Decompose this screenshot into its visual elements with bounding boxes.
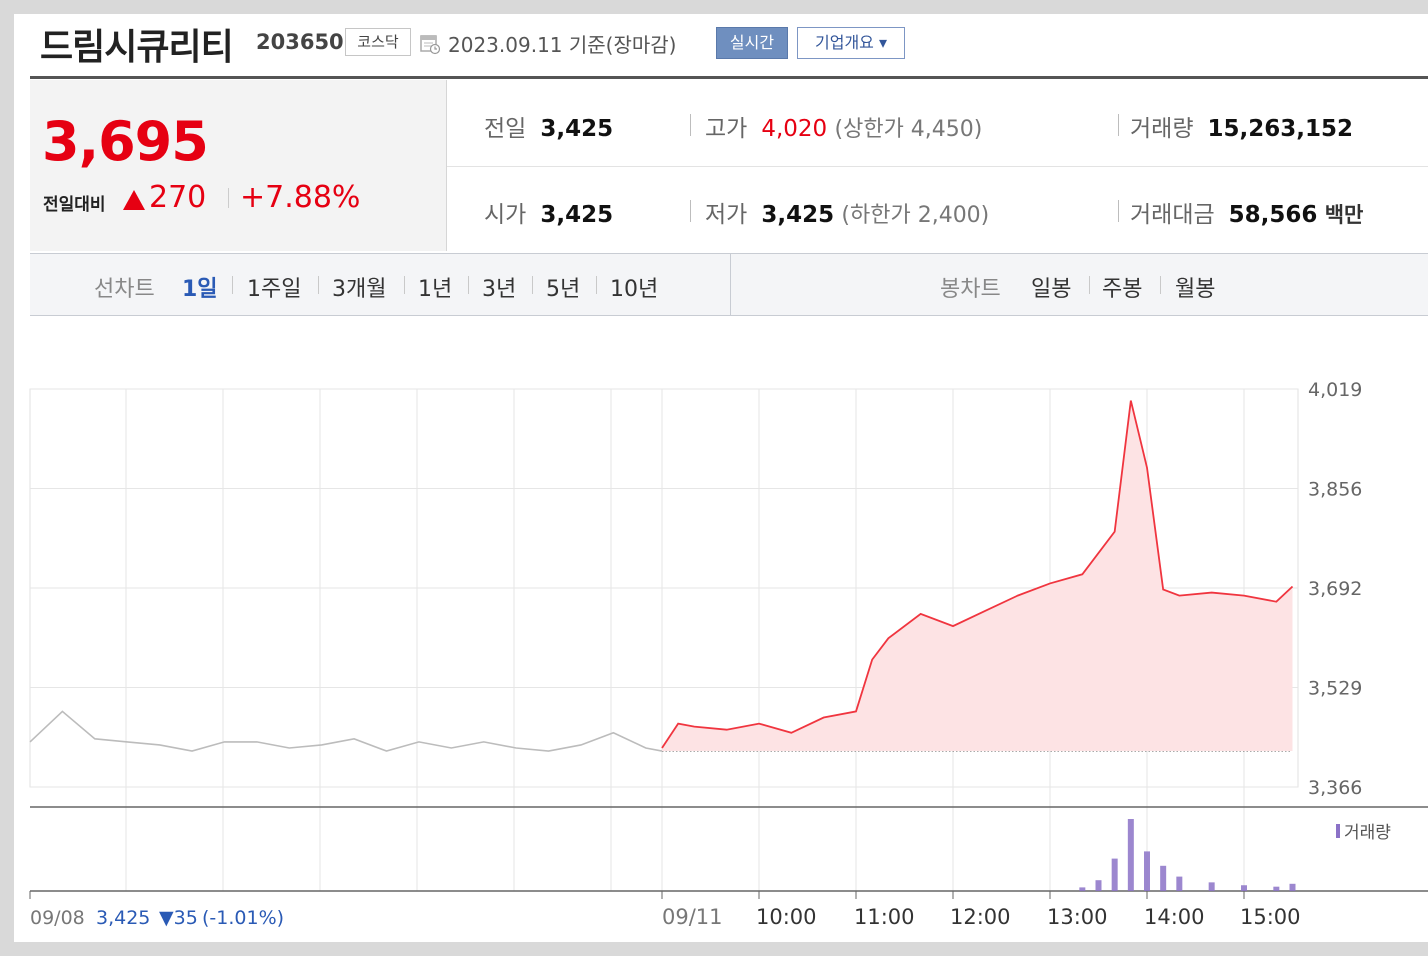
volume-bar bbox=[1111, 858, 1118, 891]
volume-value: 15,263,152 bbox=[1207, 116, 1353, 142]
stat-prev-close: 전일 3,425 bbox=[484, 109, 613, 143]
volume-bar bbox=[1079, 887, 1086, 891]
volume-bar bbox=[1273, 886, 1280, 891]
up-triangle-icon bbox=[123, 190, 145, 210]
prev-day-close: 3,425 bbox=[96, 907, 150, 929]
x-tick-label: 13:00 bbox=[1047, 905, 1108, 929]
open-label: 시가 bbox=[484, 202, 527, 228]
volume-bar bbox=[1241, 885, 1247, 891]
prev-day-date: 09/08 bbox=[30, 907, 85, 929]
x-tick-label: 12:00 bbox=[950, 905, 1011, 929]
stat-low: 저가 3,425 (하한가 2,400) bbox=[705, 195, 989, 229]
volume-bar bbox=[1208, 882, 1215, 891]
tab-separator bbox=[1160, 276, 1161, 294]
tab-separator bbox=[232, 276, 233, 294]
volume-bar bbox=[1160, 865, 1167, 891]
stats-row-divider bbox=[447, 166, 1428, 167]
tab-3years[interactable]: 3년 bbox=[482, 277, 517, 302]
y-tick-label: 4,019 bbox=[1308, 379, 1362, 401]
series-area-0911 bbox=[662, 400, 1293, 752]
current-price: 3,695 bbox=[42, 110, 209, 173]
tab-5years[interactable]: 5년 bbox=[546, 277, 581, 302]
tab-separator bbox=[596, 276, 597, 294]
y-tick-label: 3,529 bbox=[1308, 678, 1362, 700]
stat-high: 고가 4,020 (상한가 4,450) bbox=[705, 109, 982, 143]
x-tick-label: 09/11 bbox=[662, 905, 723, 929]
tab-monthly-candle[interactable]: 월봉 bbox=[1175, 277, 1216, 302]
trading-stats: 전일 3,425 고가 4,020 (상한가 4,450) 거래량 15,263,15… bbox=[447, 80, 1428, 251]
amount-label: 거래대금 bbox=[1130, 202, 1215, 228]
volume-bar bbox=[1144, 851, 1150, 891]
y-tick-label: 3,856 bbox=[1308, 479, 1362, 501]
change-separator bbox=[228, 188, 229, 208]
x-tick-label: 10:00 bbox=[756, 905, 817, 929]
market-badge: 코스닥 bbox=[345, 28, 411, 56]
period-tabs: 선차트 1일 1주일 3개월 1년 3년 5년 10년 봉차트 일봉 주봉 월봉 bbox=[30, 253, 1428, 316]
change-percent: +7.88% bbox=[240, 180, 361, 215]
low-label: 저가 bbox=[705, 202, 748, 228]
tab-weekly-candle[interactable]: 주봉 bbox=[1102, 277, 1143, 302]
tab-3months[interactable]: 3개월 bbox=[332, 277, 387, 302]
volume-bar bbox=[1289, 883, 1296, 891]
tab-separator bbox=[468, 276, 469, 294]
line-chart-label: 선차트 bbox=[94, 277, 155, 302]
tab-separator bbox=[404, 276, 405, 294]
change-value: 270 bbox=[149, 180, 207, 215]
stock-header: 드림시큐리티 203650 코스닥 2023.09.11 기준(장마감) 실시간… bbox=[14, 14, 1428, 76]
stock-name: 드림시큐리티 bbox=[40, 27, 234, 68]
stat-separator bbox=[1118, 200, 1119, 222]
tab-separator bbox=[1089, 276, 1090, 294]
volume-bar bbox=[1176, 876, 1183, 891]
tab-daily-candle[interactable]: 일봉 bbox=[1031, 277, 1072, 302]
volume-label: 거래량 bbox=[1130, 116, 1194, 142]
prev-close-value: 3,425 bbox=[540, 116, 614, 142]
volume-bar bbox=[1127, 819, 1134, 891]
open-value: 3,425 bbox=[540, 202, 614, 228]
realtime-button[interactable]: 실시간 bbox=[716, 27, 788, 59]
stat-separator bbox=[690, 200, 691, 222]
stock-code: 203650 bbox=[256, 30, 344, 54]
high-label: 고가 bbox=[705, 116, 748, 142]
lower-limit: (하한가 2,400) bbox=[841, 203, 990, 228]
intraday-chart[interactable]: 4,019 3,856 3,692 3,529 3,366 거래량 09/11 10:00 11… bbox=[14, 14, 1428, 942]
calendar-icon bbox=[420, 35, 440, 55]
upper-limit: (상한가 4,450) bbox=[834, 117, 983, 142]
candle-chart-label: 봉차트 bbox=[940, 277, 1001, 302]
prev-day-change-pct: (-1.01%) bbox=[202, 907, 284, 929]
x-tick-label: 15:00 bbox=[1240, 905, 1301, 929]
as-of-date: 2023.09.11 기준(장마감) bbox=[448, 33, 677, 57]
tab-1day[interactable]: 1일 bbox=[182, 277, 218, 302]
header-divider bbox=[30, 76, 1428, 79]
stat-separator bbox=[1118, 114, 1119, 136]
volume-legend-swatch bbox=[1336, 824, 1340, 838]
y-tick-label: 3,366 bbox=[1308, 777, 1362, 799]
y-tick-label: 3,692 bbox=[1308, 578, 1362, 600]
volume-legend-label: 거래량 bbox=[1344, 823, 1391, 843]
tab-separator bbox=[532, 276, 533, 294]
amount-unit: 백만 bbox=[1324, 203, 1364, 227]
stat-volume: 거래량 15,263,152 bbox=[1130, 109, 1353, 143]
x-tick-label: 14:00 bbox=[1144, 905, 1205, 929]
amount-value: 58,566 bbox=[1228, 202, 1318, 228]
price-summary: 3,695 전일대비 270 +7.88% bbox=[30, 80, 447, 251]
low-value: 3,425 bbox=[761, 202, 835, 228]
prev-close-label: 전일 bbox=[484, 116, 527, 142]
tab-1year[interactable]: 1년 bbox=[418, 277, 453, 302]
tab-separator bbox=[318, 276, 319, 294]
company-overview-dropdown[interactable]: 기업개요 ▾ bbox=[797, 27, 905, 59]
tab-1week[interactable]: 1주일 bbox=[247, 277, 302, 302]
x-tick-label: 11:00 bbox=[854, 905, 915, 929]
change-label: 전일대비 bbox=[43, 195, 106, 215]
tab-10years[interactable]: 10년 bbox=[610, 277, 659, 302]
period-divider bbox=[730, 254, 731, 315]
stat-amount: 거래대금 58,566 백만 bbox=[1130, 195, 1363, 229]
prev-day-change: ▼35 bbox=[159, 907, 198, 929]
stat-open: 시가 3,425 bbox=[484, 195, 613, 229]
stat-separator bbox=[690, 114, 691, 136]
stock-panel: 드림시큐리티 203650 코스닥 2023.09.11 기준(장마감) 실시간… bbox=[14, 14, 1428, 942]
high-value: 4,020 bbox=[761, 116, 828, 142]
volume-bar bbox=[1095, 880, 1102, 891]
